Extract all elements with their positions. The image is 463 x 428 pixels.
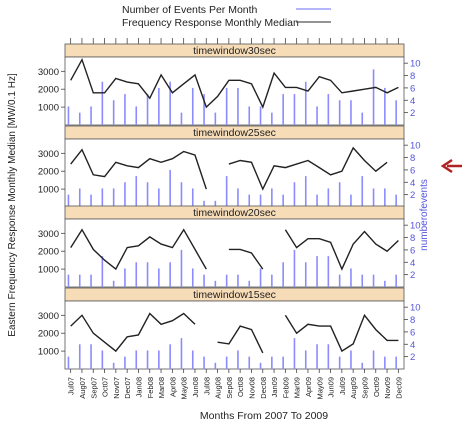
y-tick-label-right: 4: [410, 178, 415, 189]
y-tick-label-right: 10: [410, 221, 421, 232]
y-tick-label-left: 3000: [38, 229, 59, 240]
x-tick-label: Oct09: [372, 377, 381, 397]
x-tick-label: Nov09: [383, 377, 392, 399]
y-tick-label-right: 2: [410, 270, 415, 281]
y-axis-label-right: numberofevents: [419, 179, 430, 251]
median-line: [284, 313, 399, 353]
x-tick-label: Oct07: [101, 377, 110, 397]
median-line: [70, 57, 399, 109]
y-tick-label-left: 3000: [38, 311, 59, 322]
x-tick-label: Jan09: [270, 377, 279, 397]
median-line: [70, 148, 207, 190]
x-tick-label: Aug09: [349, 377, 358, 399]
legend-label-median: Frequency Response Monthly Median: [122, 17, 299, 29]
y-tick-label-left: 2000: [38, 247, 59, 258]
y-tick-label-left: 1000: [38, 347, 59, 358]
median-line: [70, 228, 207, 271]
x-tick-label: Aug07: [78, 377, 87, 399]
y-tick-label-left: 2000: [38, 85, 59, 96]
panel-title: timewindow30sec: [193, 45, 276, 57]
x-axis-label: Months From 2007 To 2009: [200, 410, 328, 422]
panel-frame: [64, 138, 405, 208]
y-tick-label-right: 8: [410, 315, 415, 326]
legend-label-events: Number of Events Per Month: [122, 4, 258, 16]
x-tick-label: Nov07: [112, 377, 121, 399]
legend: Number of Events Per Month Frequency Res…: [122, 4, 331, 29]
panel-frame: [64, 218, 405, 288]
y-tick-label-right: 4: [410, 340, 415, 351]
y-tick-label-right: 4: [410, 258, 415, 269]
x-tick-label: Aug08: [214, 377, 223, 399]
x-tick-label: Mar08: [157, 377, 166, 398]
y-tick-label-right: 8: [410, 233, 415, 244]
y-tick-label-right: 2: [410, 352, 415, 363]
x-tick-label: Dec08: [259, 377, 268, 399]
y-axis-label-left: Eastern Frequency Response Monthly Media…: [7, 73, 18, 337]
x-tick-label: May08: [180, 377, 189, 400]
panel-frame: [64, 56, 405, 126]
median-line: [284, 229, 399, 271]
y-tick-label-right: 4: [410, 96, 415, 107]
x-tick-label: May09: [315, 377, 324, 400]
annotation-arrow: [440, 158, 462, 174]
y-tick-label-right: 10: [410, 59, 421, 70]
y-tick-label-right: 8: [410, 71, 415, 82]
x-tick-label: Apr08: [168, 377, 177, 397]
x-tick-label: Dec09: [394, 377, 403, 399]
y-tick-label-right: 6: [410, 245, 415, 256]
x-tick-label: Dec07: [123, 377, 132, 399]
y-tick-label-right: 6: [410, 165, 415, 176]
y-tick-label-right: 6: [410, 327, 415, 338]
top-tick-strip: [70, 38, 399, 44]
y-tick-label-left: 1000: [38, 265, 59, 276]
median-line: [217, 325, 264, 354]
y-tick-label-left: 2000: [38, 167, 59, 178]
y-tick-label-right: 8: [410, 153, 415, 164]
y-tick-label-left: 3000: [38, 67, 59, 78]
y-tick-label-left: 1000: [38, 103, 59, 114]
panels: timewindow30sec100020003000246810timewin…: [38, 43, 421, 370]
x-tick-label: Jul08: [202, 377, 211, 395]
median-line: [70, 312, 196, 353]
median-line: [228, 248, 264, 270]
y-tick-label-right: 10: [410, 303, 421, 314]
y-tick-label-right: 6: [410, 83, 415, 94]
panel-title: timewindow25sec: [193, 127, 276, 139]
x-tick-label: Feb09: [281, 377, 290, 398]
x-axis-tick-labels: Jul07 Aug07 Sep07 Oct07 Nov07 Dec07 Jan08 Feb08…: [67, 369, 403, 400]
panel-title: timewindow20sec: [193, 207, 276, 219]
median-line: [228, 146, 388, 191]
x-tick-label: Nov08: [247, 377, 256, 399]
y-tick-label-right: 2: [410, 190, 415, 201]
x-tick-label: Oct08: [236, 377, 245, 397]
x-tick-label: Sep07: [89, 377, 98, 399]
x-tick-label: Jun08: [191, 377, 200, 397]
y-tick-label-left: 2000: [38, 329, 59, 340]
x-tick-label: Feb08: [146, 377, 155, 398]
x-tick-label: Sep08: [225, 377, 234, 399]
x-tick-label: Sep09: [360, 377, 369, 399]
y-tick-label-left: 3000: [38, 149, 59, 160]
x-tick-label: Jul07: [67, 377, 76, 395]
x-tick-label: Mar09: [293, 377, 302, 398]
y-tick-label-right: 2: [410, 108, 415, 119]
x-tick-label: Jun09: [327, 377, 336, 397]
panel-title: timewindow15sec: [193, 289, 276, 301]
x-tick-label: Jul09: [338, 377, 347, 395]
y-tick-label-right: 10: [410, 141, 421, 152]
x-tick-label: Jan08: [134, 377, 143, 397]
y-tick-label-left: 1000: [38, 185, 59, 196]
x-tick-label: Apr09: [304, 377, 313, 397]
